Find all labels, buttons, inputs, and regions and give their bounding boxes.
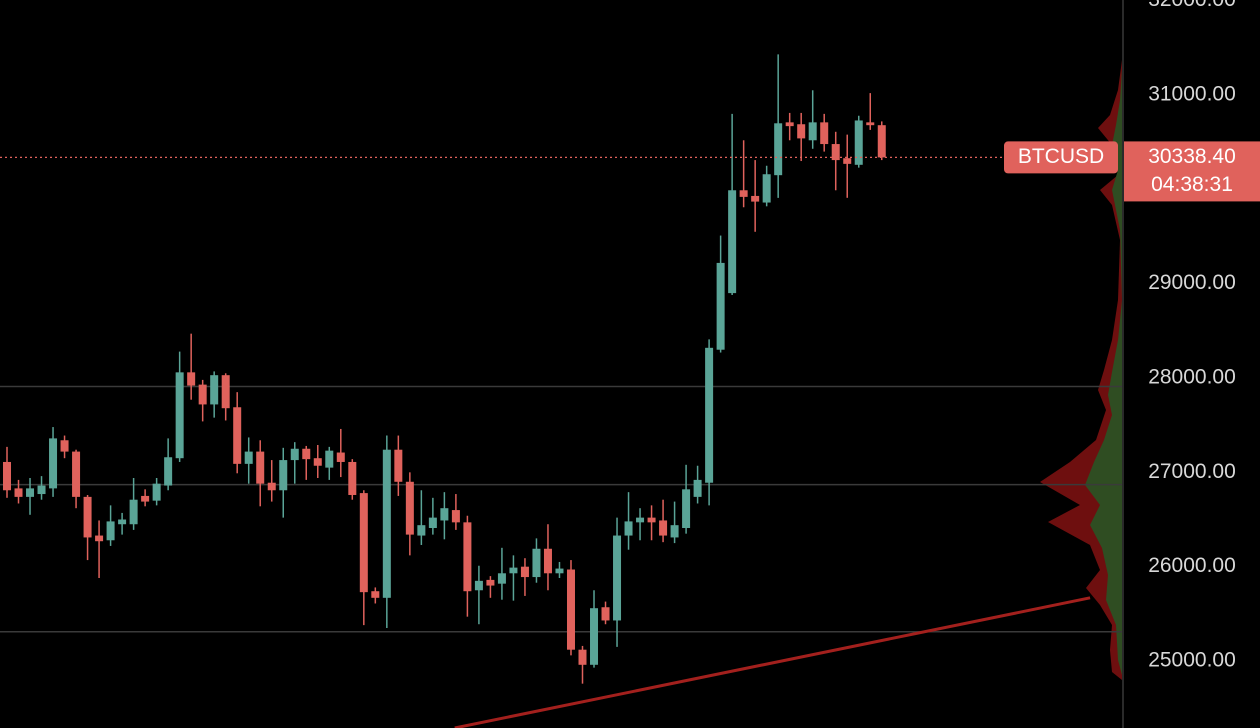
candle-body xyxy=(279,460,288,491)
candle-body xyxy=(405,481,414,535)
y-tick-label: 32000.00 xyxy=(1148,0,1236,11)
candle-body xyxy=(267,482,276,491)
candle-body xyxy=(256,451,265,484)
y-tick-label: 25000.00 xyxy=(1148,649,1236,672)
candle-body xyxy=(463,522,472,592)
candle-body xyxy=(497,573,506,584)
candle-body xyxy=(221,375,230,409)
candle-body xyxy=(693,479,702,497)
y-tick-label: 26000.00 xyxy=(1148,554,1236,577)
candle-body xyxy=(164,457,173,486)
candle-body xyxy=(716,262,725,350)
candle-body xyxy=(820,122,829,145)
candle-body xyxy=(739,190,748,197)
candle-body xyxy=(808,122,817,141)
candle-body xyxy=(566,569,575,650)
candle-body xyxy=(371,591,380,598)
symbol-badge xyxy=(1004,141,1118,174)
candle-body xyxy=(3,461,11,491)
candle-body xyxy=(359,493,368,593)
candle-body xyxy=(129,499,138,525)
candle-body xyxy=(118,519,127,525)
countdown-label: 04:38:31 xyxy=(1151,173,1233,196)
candle-body xyxy=(682,489,691,529)
candle-body xyxy=(440,508,449,521)
candle-body xyxy=(49,438,58,489)
candle-body xyxy=(290,448,299,461)
candle-body xyxy=(451,510,460,523)
candle-body xyxy=(636,517,645,523)
y-tick-label: 28000.00 xyxy=(1148,366,1236,389)
candle-body xyxy=(210,375,219,405)
candle-body xyxy=(152,483,161,501)
candle-body xyxy=(659,520,668,536)
candle-body xyxy=(854,120,863,165)
candle-body xyxy=(325,450,334,468)
candle-body xyxy=(313,458,322,466)
volume-buy xyxy=(1085,70,1122,675)
y-tick-label: 29000.00 xyxy=(1148,271,1236,294)
candle-body xyxy=(95,535,104,542)
candle-body xyxy=(601,607,610,621)
candle-body xyxy=(382,449,391,598)
candle-body xyxy=(647,517,656,523)
candle-body xyxy=(613,535,622,621)
candle-body xyxy=(72,451,81,497)
candle-body xyxy=(555,568,564,574)
candle-body xyxy=(831,144,840,161)
candle-body xyxy=(728,190,737,294)
candle-body xyxy=(417,525,426,536)
candle-body xyxy=(83,496,92,538)
candle-body xyxy=(428,517,437,529)
candle-body xyxy=(106,521,115,541)
candle-body xyxy=(233,407,242,464)
candle-body xyxy=(670,525,679,538)
last-price-label: 30338.40 xyxy=(1148,145,1236,168)
candle-body xyxy=(187,372,196,386)
candle-body xyxy=(336,452,345,462)
candle-body xyxy=(14,488,23,497)
candle-body xyxy=(590,608,599,665)
candle-body xyxy=(877,125,886,158)
candle-body xyxy=(26,488,35,497)
candle-body xyxy=(866,122,875,126)
candle-body xyxy=(244,451,253,464)
volume-profile xyxy=(1040,60,1122,680)
candle-body xyxy=(60,440,69,452)
candle-body xyxy=(175,372,184,459)
candle-body xyxy=(394,449,403,482)
candle-body xyxy=(543,548,552,574)
candle-body xyxy=(762,174,771,203)
candle-body xyxy=(774,123,783,176)
symbol-label: BTCUSD xyxy=(1018,145,1104,168)
y-tick-label: 31000.00 xyxy=(1148,83,1236,106)
candle-body xyxy=(705,347,714,483)
candle-body xyxy=(532,548,541,578)
candle-body xyxy=(578,649,587,665)
price-badge xyxy=(1124,141,1260,202)
candle-body xyxy=(302,448,311,460)
candle-body xyxy=(486,579,495,586)
candle-body xyxy=(37,485,46,495)
candle-body xyxy=(509,567,518,574)
candle-body xyxy=(797,124,806,139)
candle-body xyxy=(198,384,207,405)
candle-body xyxy=(520,566,529,578)
candle-body xyxy=(474,580,483,591)
trendline xyxy=(454,596,1091,728)
candle-body xyxy=(751,195,760,202)
candle-body xyxy=(348,461,357,495)
candle-body xyxy=(141,495,150,502)
candle-body xyxy=(624,521,633,536)
y-tick-label: 27000.00 xyxy=(1148,460,1236,483)
candle-body xyxy=(843,158,852,164)
candle-body xyxy=(785,122,794,127)
